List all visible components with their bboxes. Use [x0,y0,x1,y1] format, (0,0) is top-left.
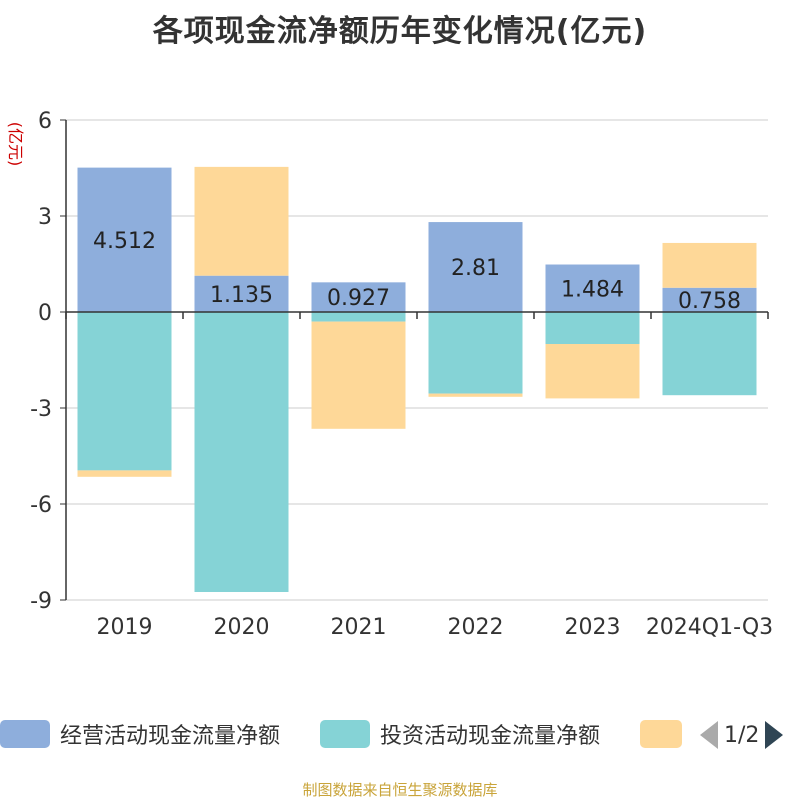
bar-segment-1-2020 [194,275,289,312]
bar-segment-3-2021 [311,321,406,429]
bar-segment-3-2023 [545,344,640,399]
pager-text: 1/2 [724,722,760,748]
y-tick-label: -9 [30,589,52,614]
y-axis-label: (亿元) [6,122,25,167]
bar-segment-2-2021 [311,312,406,322]
data-label: 0.927 [327,286,390,311]
y-tick-label: 3 [38,205,52,230]
data-label: 4.512 [93,229,156,254]
x-tick-label: 2019 [97,615,153,640]
bar-segment-1-2024Q1-Q3 [662,287,757,312]
data-label: 2.81 [451,256,500,281]
bar-segment-1-2021 [311,282,406,312]
stacked-bar-chart: 6 3 0 -3 -6 -9 (亿元) 4.512 1.135 0.927 2.81 1.484 0.7… [6,109,773,640]
legend-item-financing[interactable] [640,716,682,752]
data-label: 1.135 [210,283,273,308]
data-label: 0.758 [678,289,741,314]
legend-swatch-financing [640,720,682,748]
y-tick-label: 0 [38,301,52,326]
bar-segment-3-2019 [77,470,172,477]
bar-segment-2-2019 [77,312,172,471]
bar-segment-2-2022 [428,312,523,394]
x-tick-label: 2020 [214,615,270,640]
bar-segment-1-2022 [428,222,523,312]
y-tick-label: -6 [30,493,52,518]
y-tick-label: 6 [38,109,52,134]
legend-item-investing[interactable]: 投资活动现金流量净额 [320,716,600,752]
x-tick-label: 2021 [331,615,387,640]
x-tick-label: 2022 [448,615,504,640]
legend-pager: 1/2 [700,718,784,752]
legend-swatch-operating [0,720,50,748]
chart-title: 各项现金流净额历年变化情况(亿元) [152,14,648,49]
legend-label-investing: 投资活动现金流量净额 [380,724,601,749]
legend-swatch-investing [320,720,370,748]
pager-next-icon[interactable] [765,721,784,749]
pager-prev-icon[interactable] [700,721,718,749]
bar-segment-2-2023 [545,312,640,344]
legend: 经营活动现金流量净额 投资活动现金流量净额 [0,716,800,752]
bar-segment-1-2023 [545,264,640,312]
bar-segment-3-2024Q1-Q3 [662,242,757,288]
bar-segment-3-2020 [194,166,289,276]
bar-segment-2-2024Q1-Q3 [662,312,757,396]
legend-item-operating[interactable]: 经营活动现金流量净额 [0,716,280,752]
y-tick-label: -3 [30,397,52,422]
source-note: 制图数据来自恒生聚源数据库 [302,781,498,799]
bar-segment-2-2020 [194,312,289,592]
data-label: 1.484 [561,277,624,302]
x-tick-label: 2023 [565,615,621,640]
x-tick-label: 2024Q1-Q3 [646,615,773,640]
bar-segment-1-2019 [77,167,172,312]
bar-segment-3-2022 [428,393,523,397]
legend-label-operating: 经营活动现金流量净额 [60,724,281,749]
